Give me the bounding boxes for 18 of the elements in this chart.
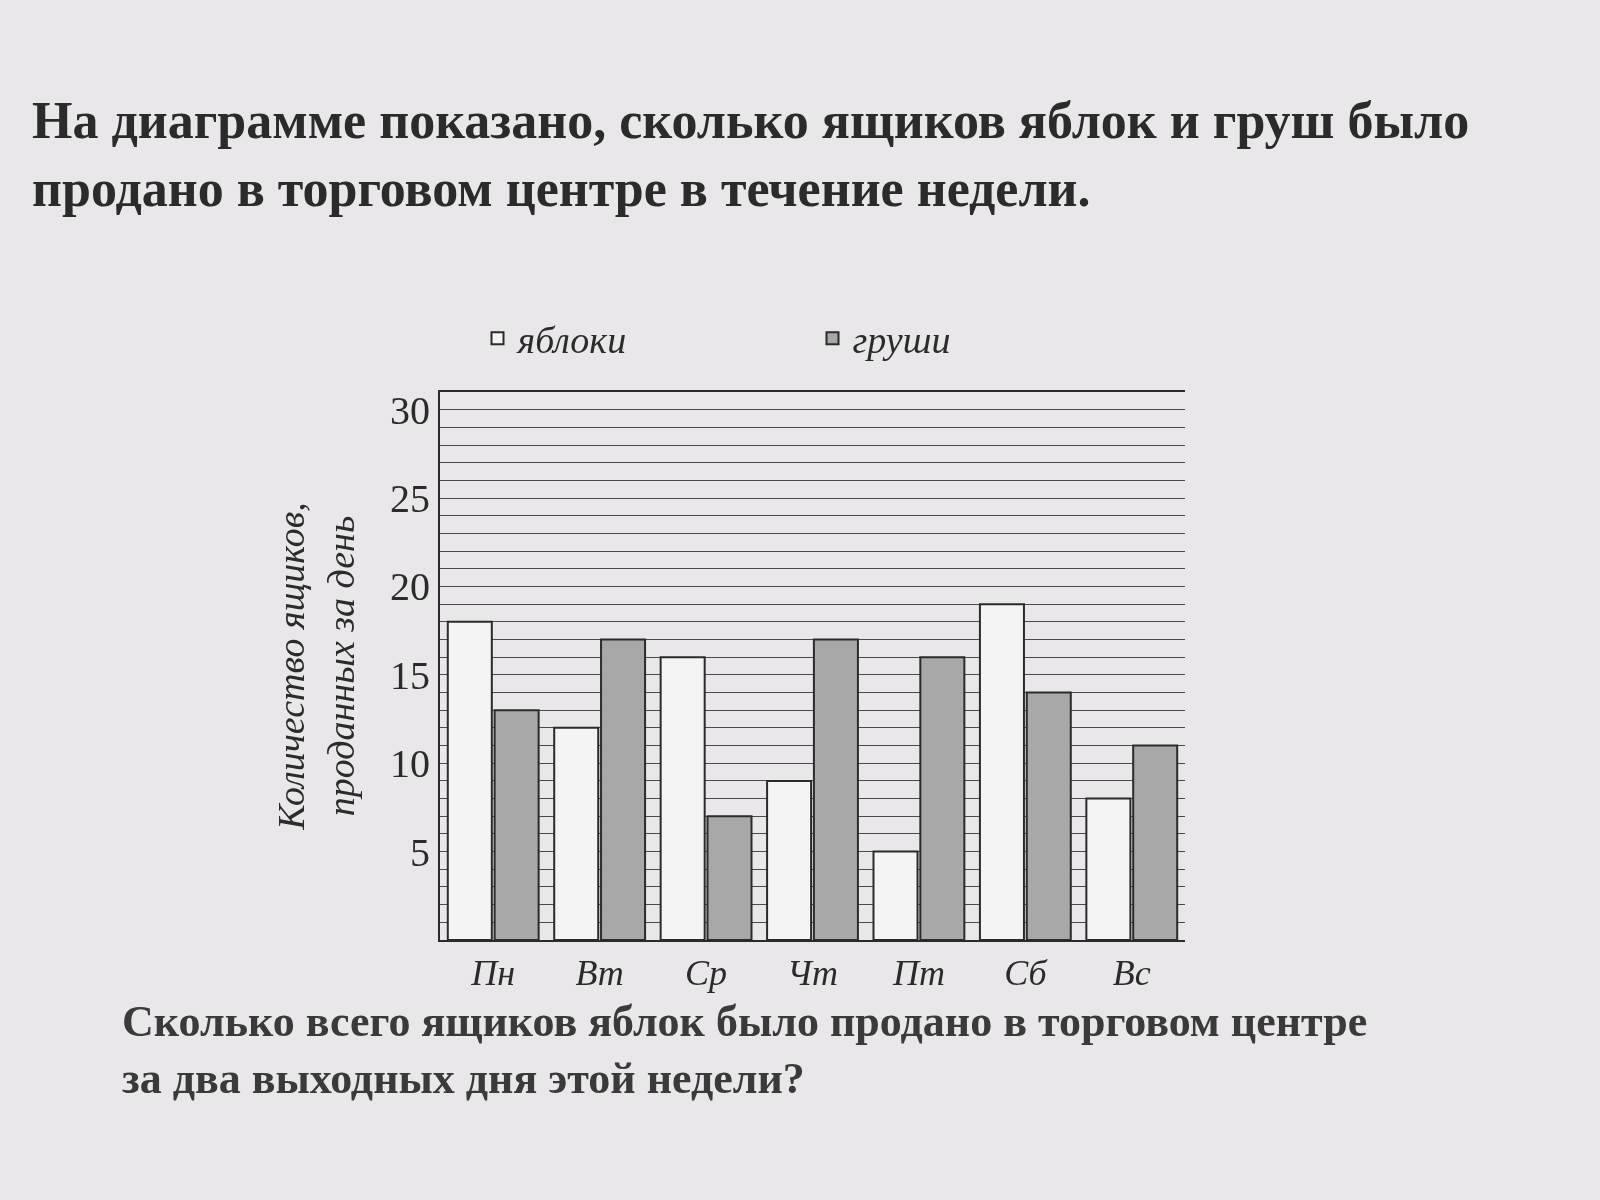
y-tick-label: 15 (390, 652, 430, 698)
text: Сколько всего ящиков яблок было продано в торговом центре за два выходных дня этой недели? (122, 997, 1368, 1104)
x-tick-label: Сб (1004, 953, 1049, 994)
x-tick-label: Ср (685, 953, 728, 994)
y-tick-label: 25 (390, 476, 430, 522)
x-tick-label: Чт (787, 953, 838, 994)
legend-label: яблоки (515, 319, 627, 362)
y-tick-label: 20 (390, 564, 430, 610)
x-tick-label: Пт (891, 953, 945, 994)
y-axis-title: Количество ящиков, проданных за день (270, 502, 362, 831)
chart-title: На диаграмме показано, сколько ящиков яблок и груш было продано в торговом центре в течение недели. (32, 92, 1470, 217)
y-tick-label: 30 (390, 387, 430, 433)
y-tick-label: 10 (390, 741, 430, 787)
x-tick-label: Пн (470, 953, 516, 994)
legend-label: груши (852, 319, 951, 362)
x-tick-label: Вт (575, 953, 624, 994)
x-tick-label: Вс (1112, 953, 1151, 994)
y-tick-label: 5 (410, 829, 430, 875)
